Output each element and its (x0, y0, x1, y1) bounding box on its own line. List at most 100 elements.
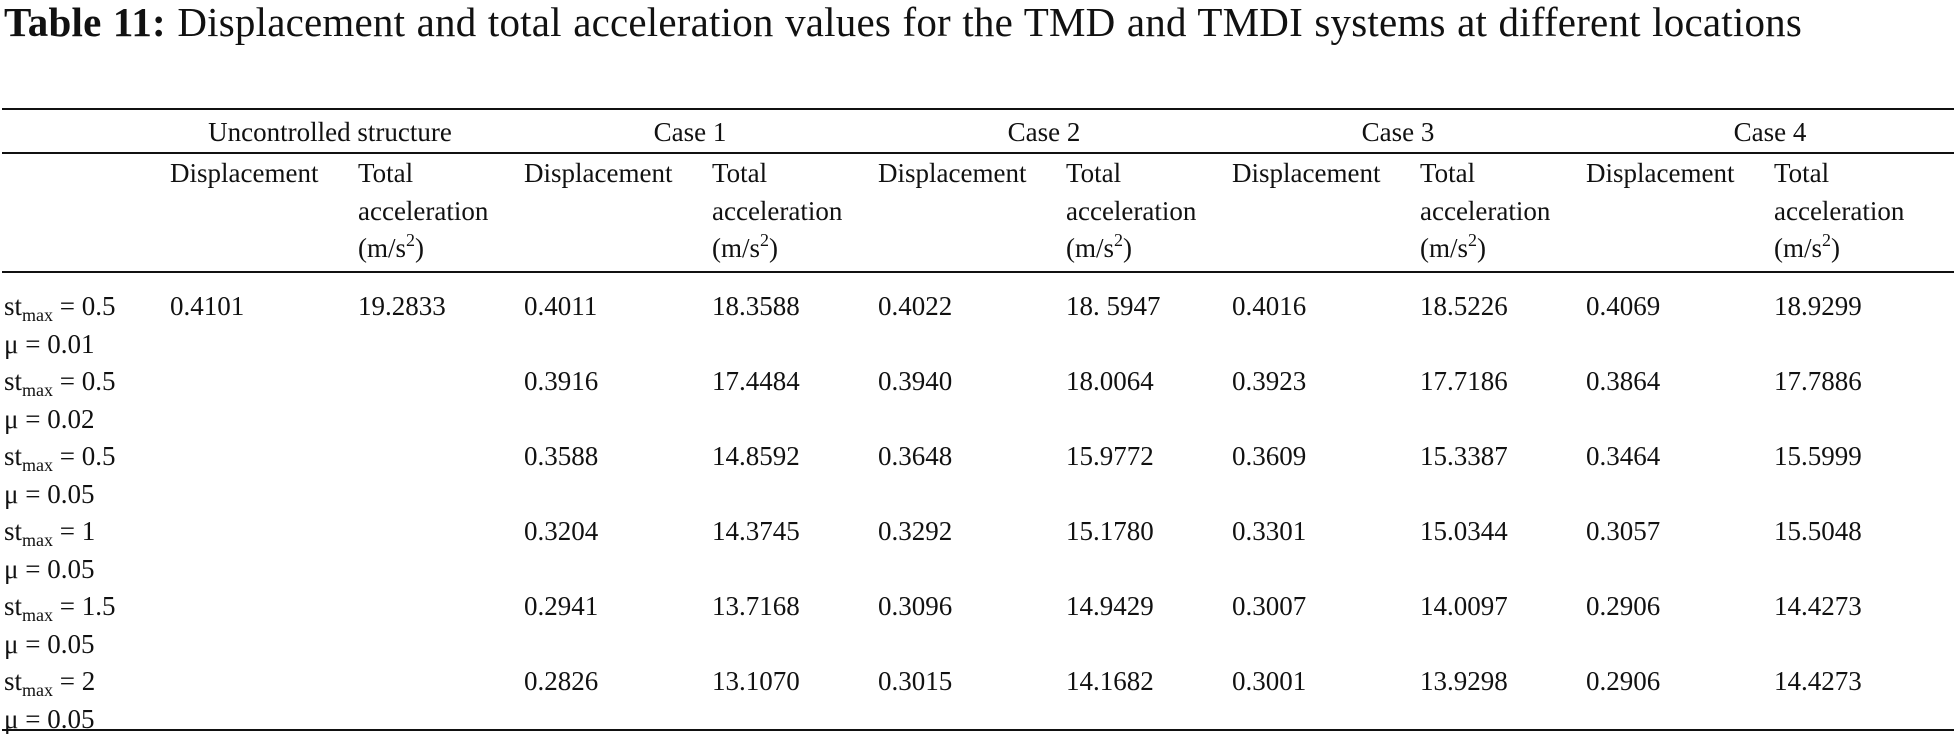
group-header-rule (2, 152, 1954, 154)
cell-displacement: 0.3015 (878, 663, 952, 701)
subheader-displacement: Displacement (170, 155, 318, 193)
unit-base: (m/s (1774, 233, 1822, 263)
group-header-case-1: Case 1 (520, 117, 860, 147)
cell-total-acceleration: 14.8592 (712, 438, 800, 476)
cell-total-acceleration: 14.1682 (1066, 663, 1154, 701)
cell-displacement: 0.3007 (1232, 588, 1306, 626)
cell-total-acceleration: 13.9298 (1420, 663, 1508, 701)
cell-total-acceleration: 18.3588 (712, 288, 800, 326)
cell-displacement: 0.3588 (524, 438, 598, 476)
row-label-stmax: stmax = 1.5 (4, 588, 116, 626)
cell-displacement: 0.3057 (1586, 513, 1660, 551)
stmax-symbol: st (4, 441, 22, 471)
cell-total-acceleration: 13.7168 (712, 588, 800, 626)
unit-exponent: 2 (1822, 230, 1831, 250)
subheader-acc-line1: Total (1420, 155, 1550, 193)
cell-total-acceleration: 15.3387 (1420, 438, 1508, 476)
cell-total-acceleration: 18.0064 (1066, 363, 1154, 401)
unit-base: (m/s (712, 233, 760, 263)
cell-total-acceleration: 14.4273 (1774, 663, 1862, 701)
cell-displacement: 0.3923 (1232, 363, 1306, 401)
cell-displacement: 0.3648 (878, 438, 952, 476)
stmax-value: = 1.5 (53, 591, 115, 621)
cell-total-acceleration: 15.0344 (1420, 513, 1508, 551)
unit-close: ) (769, 233, 778, 263)
stmax-value: = 0.5 (53, 291, 115, 321)
row-label-stmax: stmax = 1 (4, 513, 95, 551)
cell-displacement: 0.4022 (878, 288, 952, 326)
subheader-displacement: Displacement (878, 155, 1026, 193)
table-caption-text: Displacement and total acceleration valu… (177, 0, 1802, 45)
unit-exponent: 2 (1468, 230, 1477, 250)
table-top-rule (2, 108, 1954, 110)
cell-total-acceleration: 15.9772 (1066, 438, 1154, 476)
cell-total-acceleration: 15.5999 (1774, 438, 1862, 476)
group-header-uncontrolled: Uncontrolled structure (160, 117, 500, 147)
unit-exponent: 2 (760, 230, 769, 250)
cell-total-acceleration: 18.5226 (1420, 288, 1508, 326)
cell-total-acceleration: 17.4484 (712, 363, 800, 401)
cell-total-acceleration: 14.9429 (1066, 588, 1154, 626)
subheader-acc-unit: (m/s2) (712, 230, 842, 268)
cell-total-acceleration: 19.2833 (358, 288, 446, 326)
row-label-mu: μ = 0.05 (4, 551, 95, 589)
subheader-acc-unit: (m/s2) (1066, 230, 1196, 268)
subheader-acc-line2: acceleration (1420, 193, 1550, 231)
cell-displacement: 0.2826 (524, 663, 598, 701)
group-header-case-4: Case 4 (1600, 117, 1940, 147)
unit-exponent: 2 (406, 230, 415, 250)
stmax-value: = 0.5 (53, 441, 115, 471)
unit-close: ) (1831, 233, 1840, 263)
subheader-acc-line1: Total (1066, 155, 1196, 193)
subheader-acc-unit: (m/s2) (358, 230, 488, 268)
stmax-subscript: max (22, 530, 53, 550)
cell-total-acceleration: 13.1070 (712, 663, 800, 701)
subheader-acc-unit: (m/s2) (1774, 230, 1904, 268)
stmax-symbol: st (4, 516, 22, 546)
cell-total-acceleration: 18.9299 (1774, 288, 1862, 326)
row-label: stmax = 2 μ = 0.05 (4, 663, 95, 738)
cell-displacement: 0.3940 (878, 363, 952, 401)
cell-displacement: 0.4069 (1586, 288, 1660, 326)
table-caption: Table 11: Displacement and total acceler… (4, 0, 1954, 44)
unit-close: ) (1477, 233, 1486, 263)
stmax-value: = 2 (53, 666, 95, 696)
row-label-stmax: stmax = 0.5 (4, 363, 116, 401)
cell-displacement: 0.3609 (1232, 438, 1306, 476)
cell-displacement: 0.3916 (524, 363, 598, 401)
cell-total-acceleration: 14.0097 (1420, 588, 1508, 626)
subheader-acc-line2: acceleration (1066, 193, 1196, 231)
stmax-subscript: max (22, 605, 53, 625)
unit-close: ) (415, 233, 424, 263)
stmax-symbol: st (4, 666, 22, 696)
stmax-subscript: max (22, 305, 53, 325)
stmax-symbol: st (4, 366, 22, 396)
table-bottom-rule (2, 729, 1954, 731)
unit-close: ) (1123, 233, 1132, 263)
cell-displacement: 0.2941 (524, 588, 598, 626)
subheader-displacement: Displacement (1232, 155, 1380, 193)
row-label-mu: μ = 0.05 (4, 476, 116, 514)
subheader-acc-line2: acceleration (358, 193, 488, 231)
unit-exponent: 2 (1114, 230, 1123, 250)
group-header-case-2: Case 2 (874, 117, 1214, 147)
stmax-subscript: max (22, 680, 53, 700)
cell-total-acceleration: 15.1780 (1066, 513, 1154, 551)
table-label: Table 11: (4, 0, 166, 45)
row-label-mu: μ = 0.05 (4, 701, 95, 738)
cell-total-acceleration: 18. 5947 (1066, 288, 1161, 326)
cell-displacement: 0.3001 (1232, 663, 1306, 701)
stmax-symbol: st (4, 291, 22, 321)
cell-displacement: 0.3864 (1586, 363, 1660, 401)
cell-total-acceleration: 14.4273 (1774, 588, 1862, 626)
cell-total-acceleration: 17.7886 (1774, 363, 1862, 401)
row-label-stmax: stmax = 0.5 (4, 288, 116, 326)
